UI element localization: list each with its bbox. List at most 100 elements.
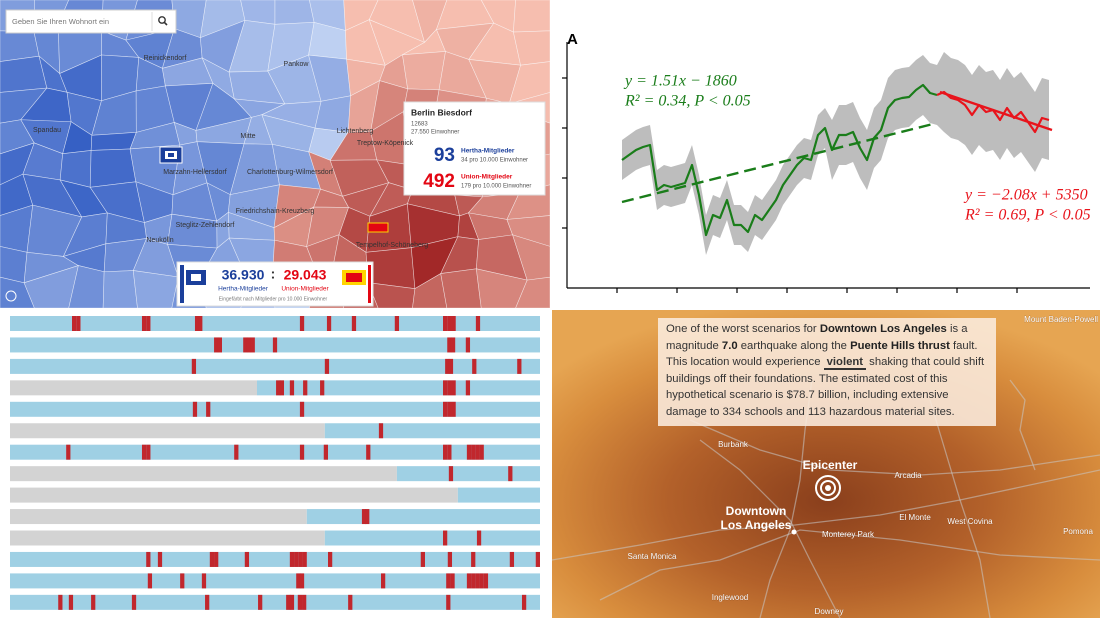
union-label: Union-Mitglieder	[461, 174, 513, 181]
district-label: Spandau	[33, 127, 61, 134]
district	[0, 246, 28, 284]
district-label: Pankow	[284, 61, 310, 68]
row-after	[457, 487, 540, 503]
event	[451, 316, 456, 331]
event	[447, 551, 453, 567]
district	[89, 148, 137, 188]
event	[250, 337, 255, 353]
event	[91, 594, 96, 610]
event	[206, 401, 211, 417]
row-after	[324, 530, 540, 546]
event	[324, 358, 330, 374]
row-after	[10, 401, 540, 417]
place-label: El Monte	[899, 513, 931, 522]
event	[394, 316, 400, 331]
event	[466, 573, 472, 589]
event	[472, 358, 477, 374]
event	[246, 337, 252, 353]
row-after	[10, 594, 540, 610]
search-input[interactable]	[5, 9, 177, 34]
district	[367, 282, 416, 308]
event	[351, 316, 357, 331]
series-line	[936, 90, 1050, 134]
equation: y = 1.51x − 1860	[623, 73, 737, 90]
row-before	[10, 487, 458, 503]
event	[475, 573, 480, 589]
event	[483, 573, 489, 589]
district	[90, 132, 137, 151]
road	[1009, 379, 1036, 471]
search-box[interactable]: Geben Sie Ihren Wohnort ein	[5, 9, 177, 34]
event	[447, 337, 452, 353]
row-after	[324, 423, 540, 439]
event	[146, 551, 151, 567]
event	[289, 380, 295, 396]
text-run: fault. This location would experience	[666, 339, 978, 369]
hertha-total-label: Hertha-Mitglieder	[218, 286, 269, 293]
union-logo	[346, 273, 362, 282]
event	[205, 594, 210, 610]
event	[58, 594, 63, 610]
event	[381, 573, 386, 589]
event	[276, 380, 281, 396]
text-run: earthquake along the	[737, 339, 851, 352]
place-label: Downey	[815, 607, 844, 616]
event	[443, 401, 448, 417]
hertha-rate: 34 pro 10.000 Einwohner	[461, 158, 528, 164]
event	[217, 337, 222, 353]
event	[471, 444, 476, 460]
event	[509, 551, 515, 567]
district	[102, 270, 138, 308]
union-total: 29.043	[284, 267, 327, 283]
place-label: West Covina	[947, 517, 993, 526]
event	[297, 594, 303, 610]
district-label: Steglitz-Zehlendorf	[176, 222, 235, 229]
row-after	[10, 316, 540, 331]
place-label: Inglewood	[712, 593, 748, 602]
district	[512, 234, 550, 281]
epicenter-ring	[815, 475, 841, 501]
event	[289, 594, 295, 610]
event	[299, 401, 305, 417]
search-icon[interactable]	[158, 16, 166, 24]
text-run: shaking that could shift buildings off t…	[666, 356, 985, 418]
district	[274, 0, 315, 25]
event	[302, 551, 307, 567]
row-after	[10, 573, 540, 589]
totals-accent	[368, 265, 371, 303]
event	[147, 573, 153, 589]
event	[466, 444, 472, 460]
event	[448, 466, 454, 482]
equation: y = −2.08x + 5350	[963, 187, 1088, 204]
event	[320, 380, 325, 396]
hertha-logo	[191, 274, 201, 281]
place-label: Arcadia	[894, 471, 922, 480]
search-placeholder: Geben Sie Ihren Wohnort ein	[12, 17, 109, 26]
downtown-label: Los Angeles	[721, 518, 792, 532]
event	[192, 401, 198, 417]
la-description: One of the worst scenarios for Downtown …	[658, 318, 996, 426]
district-label: Lichtenberg	[337, 128, 374, 135]
union-logo	[367, 222, 389, 233]
district	[508, 61, 550, 105]
event	[521, 594, 527, 610]
event	[146, 316, 151, 331]
event	[451, 380, 456, 396]
district	[132, 270, 179, 308]
event	[361, 509, 367, 525]
union-count: 492	[423, 171, 455, 192]
event	[326, 316, 332, 331]
district-label: Neukölln	[146, 237, 173, 244]
event	[479, 444, 484, 460]
event	[299, 316, 305, 331]
totals-accent	[180, 265, 184, 303]
event	[66, 444, 71, 460]
info-icon[interactable]	[5, 290, 17, 302]
panel-label: A	[567, 31, 578, 48]
event	[258, 594, 263, 610]
event	[296, 573, 301, 589]
district-label: Marzahn-Hellersdorf	[163, 169, 226, 176]
event	[194, 316, 200, 331]
event	[244, 551, 250, 567]
